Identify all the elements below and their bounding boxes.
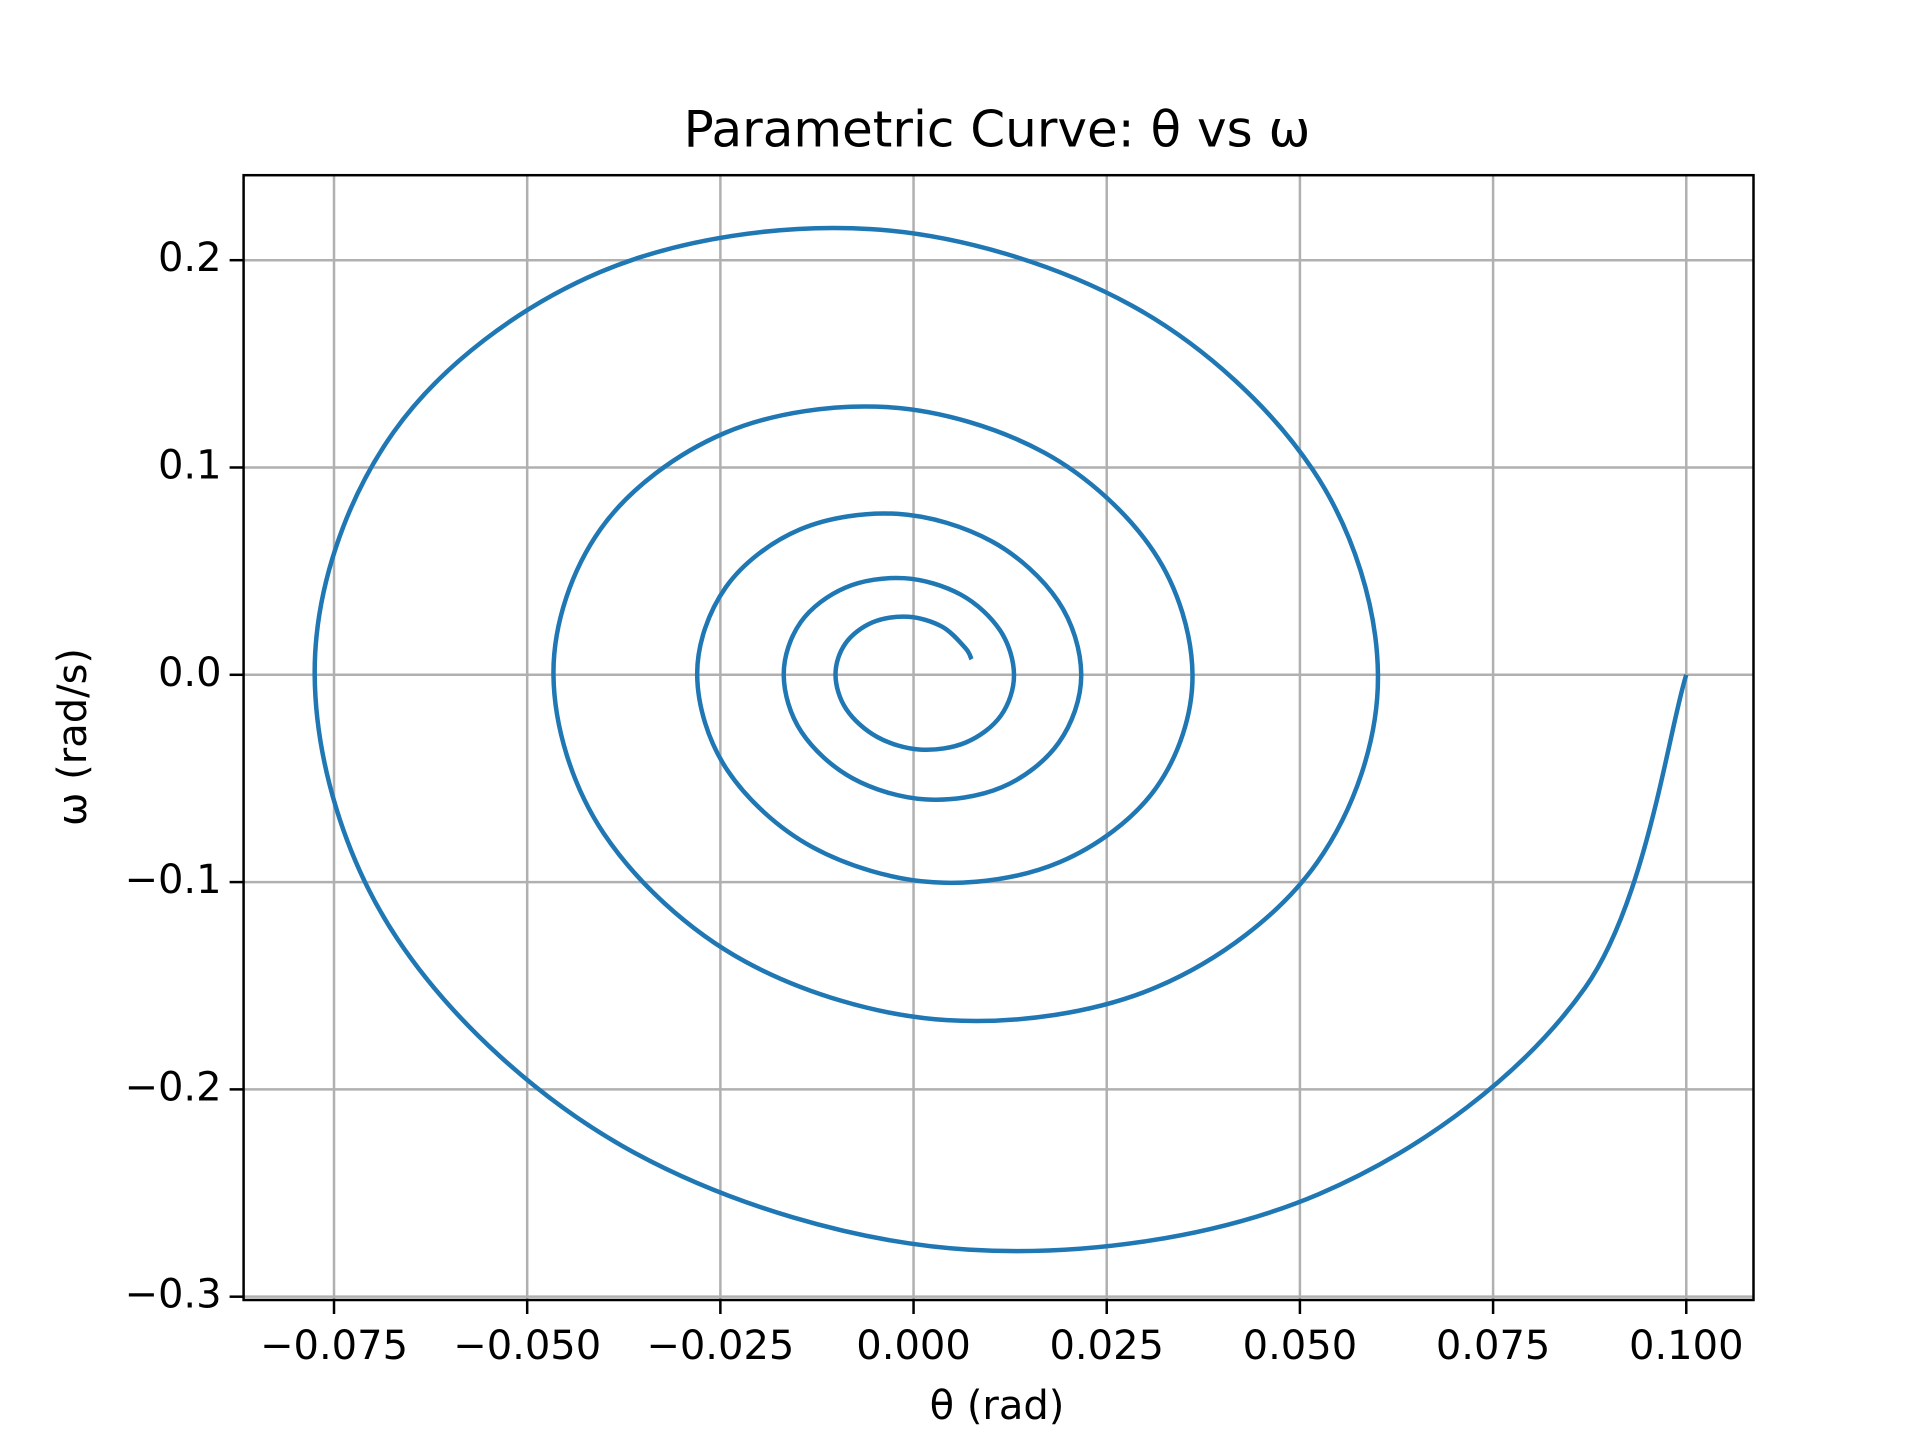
x-tick-label: −0.025 [646, 1323, 794, 1369]
x-tick-label: 0.075 [1436, 1323, 1551, 1369]
x-tick-label: 0.050 [1243, 1323, 1358, 1369]
x-tick-label: 0.100 [1629, 1323, 1744, 1369]
curve [312, 225, 1689, 1254]
y-tick-label: −0.3 [124, 1272, 221, 1318]
y-tick-label: 0.2 [158, 235, 222, 281]
y-tick-label: 0.1 [158, 442, 222, 488]
y-tick-label: 0.0 [158, 650, 222, 696]
x-tick-label: 0.025 [1049, 1323, 1164, 1369]
plot-frame [242, 173, 1755, 1302]
x-axis-label: θ (rad) [930, 1383, 1065, 1429]
x-tick-label: −0.075 [260, 1323, 408, 1369]
chart-title: Parametric Curve: θ vs ω [684, 101, 1311, 159]
y-axis-label: ω (rad/s) [50, 648, 96, 826]
x-tick-label: −0.050 [453, 1323, 601, 1369]
y-tick-label: −0.1 [124, 857, 221, 903]
x-tick-label: 0.000 [856, 1323, 971, 1369]
y-tick-label: −0.2 [124, 1064, 221, 1110]
